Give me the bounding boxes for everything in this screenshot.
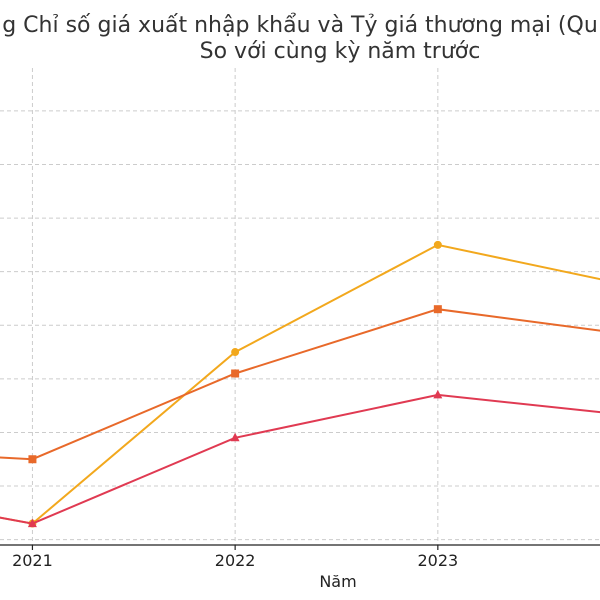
series-0-line — [0, 243, 600, 525]
series-2-point-2 — [230, 432, 240, 442]
series-0-point-2 — [231, 348, 240, 357]
series-2-line — [0, 393, 600, 525]
chart-title-line-2: So với cùng kỳ năm trước — [200, 39, 481, 64]
series-0-point-3 — [433, 240, 442, 249]
tick-layer: 2021 2022 2023 — [12, 551, 458, 570]
series-2-point-3 — [433, 389, 443, 399]
x-tick-label-2: 2023 — [417, 551, 458, 570]
series-1-point-3 — [433, 305, 442, 314]
x-tick-label-0: 2021 — [12, 551, 53, 570]
series-1-point-1 — [28, 455, 37, 464]
series-2-point-1 — [27, 518, 37, 528]
series-2 — [0, 389, 600, 528]
series-0 — [0, 240, 600, 528]
x-tick-label-1: 2022 — [215, 551, 256, 570]
chart-title-line-1: g Chỉ số giá xuất nhập khẩu và Tỷ giá th… — [2, 13, 598, 38]
series-layer — [0, 240, 600, 528]
grid-layer — [0, 68, 600, 545]
series-1-line — [0, 308, 600, 461]
x-axis-label: Năm — [319, 572, 356, 591]
series-1 — [0, 305, 600, 464]
series-1-point-2 — [231, 369, 240, 378]
axis-layer — [0, 544, 600, 550]
